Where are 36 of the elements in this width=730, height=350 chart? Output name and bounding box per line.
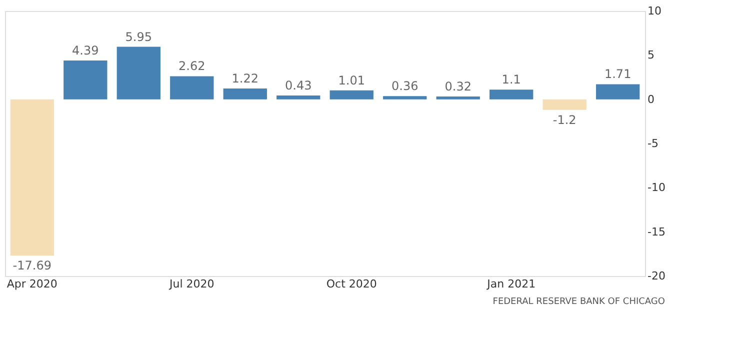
y-tick-label: 0: [648, 92, 654, 106]
data-label: 1.22: [232, 72, 258, 86]
bar: [10, 99, 54, 256]
data-label: 1.71: [604, 67, 632, 82]
bar: [542, 99, 586, 110]
text: FEDERAL RESERVE BANK OF CHICAGO: [492, 297, 665, 307]
x-tick-label: Jul 2020: [168, 278, 214, 290]
bar: [596, 84, 640, 100]
bar: [436, 96, 480, 100]
x-tick-label: Jan 2021: [486, 278, 536, 290]
bar: [64, 60, 108, 100]
bar: [170, 76, 214, 100]
data-label: 0.36: [392, 79, 418, 94]
bar: [276, 96, 320, 100]
x-tick-label: Apr 2020: [6, 278, 58, 290]
y-tick-label: -15: [648, 225, 666, 238]
data-label: 5.95: [125, 30, 152, 44]
y-tick-label: -20: [648, 270, 666, 282]
bar: [223, 88, 267, 100]
y-tick-label: -5: [648, 137, 658, 150]
data-label: -17.69: [12, 258, 52, 273]
data-label: -1.2: [552, 112, 576, 127]
y-tick-label: -10: [648, 181, 666, 194]
bar: [330, 90, 374, 100]
data-label: 1.01: [338, 73, 365, 88]
bar: [116, 46, 160, 100]
data-label: 2.62: [178, 59, 206, 74]
data-label: 0.43: [285, 78, 312, 93]
data-label: 1.1: [502, 72, 521, 87]
data-label: 4.39: [72, 44, 99, 58]
bar: [490, 90, 534, 100]
data-label: 0.32: [444, 80, 472, 94]
bar: [383, 96, 427, 100]
x-tick-label: Oct 2020: [326, 278, 377, 290]
y-tick-label: 5: [648, 48, 654, 62]
y-tick-label: 10: [648, 4, 662, 18]
